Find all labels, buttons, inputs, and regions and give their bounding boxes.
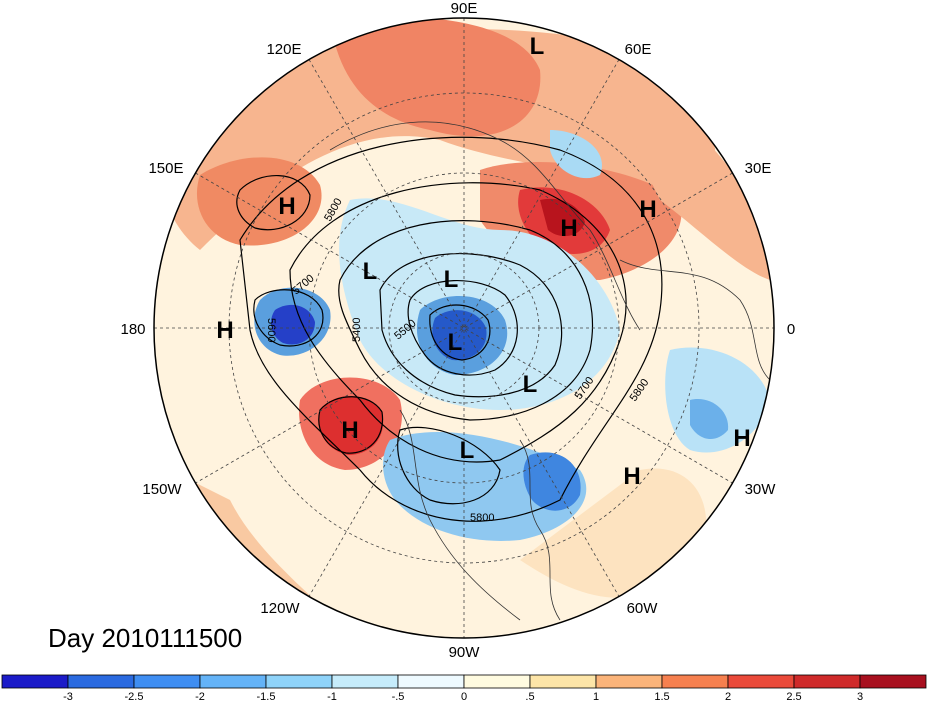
colorbar-tick-label: -1: [327, 691, 337, 702]
date-label: Day 2010111500: [48, 623, 242, 653]
warm-okhotsk: [196, 157, 322, 246]
contour-5400: [407, 279, 518, 376]
colorbar-tick-label: -1.5: [257, 691, 276, 702]
contour-canada: [397, 426, 501, 505]
lon-label-30w: 30W: [745, 481, 777, 498]
height-contours: [236, 136, 663, 522]
colorbar-tick-label: 0: [461, 691, 467, 702]
pressure-low-label: L: [444, 266, 459, 293]
colorbar-swatch: [793, 674, 861, 689]
lon-label-90e: 90E: [451, 0, 478, 17]
coast-eurasia: [329, 121, 641, 331]
map-border: [153, 17, 775, 639]
warm-core-siberia: [330, 18, 541, 137]
pressure-high-label: H: [341, 417, 358, 444]
pressure-high-label: H: [560, 215, 577, 242]
colorbar-swatch: [529, 674, 597, 689]
colorbar-swatch: [1, 674, 69, 689]
contour-label-5400: 5400: [351, 318, 363, 342]
lon-label-150w: 150W: [142, 481, 182, 498]
anomaly-field: [160, 18, 771, 638]
warm-europe: [620, 90, 770, 280]
colorbar-tick-label: -2.5: [125, 691, 144, 702]
colorbar-swatch: [199, 674, 267, 689]
pressure-high-label: H: [639, 196, 656, 223]
colorbar-swatch: [595, 674, 663, 689]
colorbar-tick-label: 3: [857, 691, 863, 702]
lon-label-120e: 120E: [266, 41, 301, 58]
meridian-120: [308, 59, 620, 597]
contour-pacific-high: [318, 396, 384, 454]
warm-atlantic: [520, 468, 707, 598]
graticule: [154, 18, 774, 638]
contour-label-5800-america: 5800: [470, 512, 494, 524]
meridian-30: [195, 172, 733, 484]
longitude-labels: 90E 60E 30E 0 30W 60W 90W 120W 150W 180 …: [120, 0, 795, 661]
pressure-low-label: L: [460, 437, 475, 464]
lon-label-60w: 60W: [627, 600, 659, 617]
warm-core-pacific: [318, 395, 384, 455]
colorbar-swatch: [265, 674, 333, 689]
colorbar-tick-label: -2: [195, 691, 205, 702]
pressure-high-label: H: [216, 317, 233, 344]
contour-kamchatka: [253, 289, 324, 347]
colorbar-tick-label: .5: [525, 691, 534, 702]
coast-america-east: [519, 439, 561, 621]
lon-label-150e: 150E: [148, 160, 183, 177]
colorbar-swatch: [463, 674, 531, 689]
contour-5600: [338, 220, 594, 421]
cool-kamchatka-core: [271, 304, 315, 345]
colorbar: -3 -2.5 -2 -1.5 -1 -.5 0 .5 1 1.5 2 2.5 3: [1, 674, 927, 702]
pressure-high-label: H: [733, 425, 750, 452]
lon-label-120w: 120W: [260, 600, 300, 617]
pressure-high-label: H: [278, 193, 295, 220]
cool-atlantic-core: [523, 452, 581, 511]
coast-america-west: [399, 409, 521, 621]
lon-label-180: 180: [120, 321, 145, 338]
colorbar-swatch: [397, 674, 465, 689]
pressure-low-label: L: [363, 258, 378, 285]
lon-label-0: 0: [787, 321, 795, 338]
contour-5300: [429, 304, 491, 361]
lon-label-90w: 90W: [449, 644, 481, 661]
lon-label-60e: 60E: [625, 41, 652, 58]
contour-5800: [239, 136, 663, 522]
colorbar-tick-label: 2.5: [786, 691, 801, 702]
pressure-low-label: L: [530, 33, 545, 60]
colorbar-swatch: [67, 674, 135, 689]
contour-okhotsk: [236, 175, 311, 231]
colorbar-tick-label: -.5: [392, 691, 405, 702]
coastlines: [329, 121, 771, 621]
pressure-system-labels: L H H H L L H L L H L H H: [216, 33, 750, 490]
warm-region-asia: [160, 29, 716, 250]
colorbar-swatch: [859, 674, 927, 689]
pressure-low-label: L: [448, 329, 463, 356]
colorbar-swatch: [331, 674, 399, 689]
meridian-60: [308, 59, 620, 597]
contour-label-5600: 5600: [265, 318, 277, 342]
colorbar-swatch: [661, 674, 729, 689]
colorbar-tick-label: 2: [725, 691, 731, 702]
colorbar-swatch: [727, 674, 795, 689]
contour-5500: [379, 252, 563, 398]
pressure-high-label: H: [623, 463, 640, 490]
coast-europe: [619, 259, 771, 381]
colorbar-tick-label: 1: [593, 691, 599, 702]
colorbar-tick-label: 1.5: [654, 691, 669, 702]
colorbar-tick-label: -3: [63, 691, 73, 702]
meridian-150: [195, 172, 733, 484]
cool-east-atlantic-core: [690, 399, 729, 440]
pressure-low-label: L: [523, 371, 538, 398]
colorbar-swatch: [133, 674, 201, 689]
lon-label-30e: 30E: [745, 160, 772, 177]
cool-barents: [550, 130, 602, 179]
contour-5700: [289, 182, 627, 463]
